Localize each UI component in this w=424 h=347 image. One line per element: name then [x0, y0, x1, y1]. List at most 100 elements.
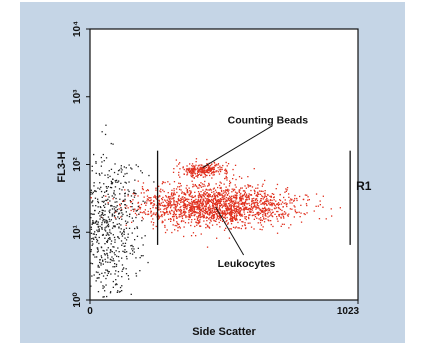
event-dot [155, 212, 157, 214]
event-dot [90, 228, 93, 230]
event-dot [242, 221, 244, 223]
event-dot [95, 271, 98, 273]
event-dot [185, 216, 187, 219]
event-dot [220, 186, 222, 189]
event-dot [215, 183, 217, 185]
event-dot [211, 217, 213, 219]
event-dot [230, 207, 232, 209]
event-dot [252, 202, 255, 204]
event-dot [201, 166, 203, 168]
event-dot [122, 242, 124, 245]
event-dot [184, 207, 186, 209]
event-dot [191, 219, 193, 221]
event-dot [181, 212, 183, 214]
event-dot [236, 205, 238, 207]
event-dot [194, 166, 196, 168]
event-dot [194, 168, 196, 170]
event-dot [162, 221, 164, 223]
event-dot [192, 166, 194, 168]
event-dot [155, 214, 157, 216]
event-dot [204, 190, 206, 193]
event-dot [91, 222, 94, 224]
event-dot [276, 232, 279, 234]
event-dot [114, 180, 116, 182]
event-dot [152, 206, 154, 209]
event-dot [216, 204, 218, 206]
event-dot [109, 220, 111, 222]
event-dot [226, 200, 228, 202]
event-dot [146, 202, 148, 204]
event-dot [180, 213, 182, 215]
event-dot [208, 227, 211, 229]
event-dot [166, 211, 169, 213]
event-dot [191, 209, 193, 211]
event-dot [101, 222, 103, 224]
event-dot [111, 227, 114, 229]
event-dot [167, 204, 169, 207]
event-dot [95, 162, 97, 164]
event-dot [108, 218, 110, 220]
event-dot [239, 197, 241, 199]
event-dot [106, 220, 108, 222]
event-dot [154, 196, 156, 198]
event-dot [211, 177, 213, 179]
event-dot [244, 196, 247, 198]
event-dot [319, 204, 321, 206]
event-dot [215, 200, 218, 202]
event-dot [245, 199, 247, 201]
event-dot [223, 183, 225, 185]
event-dot [213, 207, 215, 209]
event-dot [196, 219, 199, 221]
event-dot [193, 201, 195, 203]
event-dot [202, 202, 204, 204]
event-dot [260, 198, 263, 200]
event-dot [137, 195, 139, 197]
event-dot [183, 209, 185, 211]
event-dot [117, 247, 119, 249]
event-dot [136, 226, 138, 228]
event-dot [254, 190, 256, 192]
event-dot [226, 170, 228, 173]
event-dot [258, 213, 260, 215]
event-dot [281, 223, 284, 225]
event-dot [221, 215, 223, 217]
event-dot [102, 220, 104, 222]
event-dot [100, 156, 102, 159]
event-dot [233, 217, 235, 219]
event-dot [224, 195, 226, 197]
event-dot [184, 205, 186, 207]
event-dot [199, 209, 201, 211]
event-dot [224, 204, 226, 206]
event-dot [102, 287, 104, 289]
event-dot [174, 205, 176, 207]
event-dot [194, 206, 196, 208]
event-dot [131, 248, 133, 250]
event-dot [97, 206, 99, 208]
event-dot [225, 196, 227, 199]
event-dot [235, 226, 237, 228]
event-dot [164, 204, 166, 206]
event-dot [232, 195, 235, 197]
event-dot [194, 218, 196, 220]
event-dot [93, 182, 95, 184]
event-dot [118, 217, 120, 220]
event-dot [102, 296, 104, 298]
event-dot [285, 212, 287, 214]
event-dot [146, 195, 149, 197]
event-dot [112, 280, 114, 283]
event-dot [201, 201, 203, 203]
event-dot [175, 206, 177, 208]
event-dot [249, 204, 251, 206]
event-dot [227, 197, 229, 199]
event-dot [282, 212, 284, 215]
event-dot [153, 200, 155, 202]
event-dot [213, 211, 215, 213]
event-dot [140, 192, 142, 194]
event-dot [246, 203, 248, 205]
event-dot [160, 214, 163, 216]
event-dot [171, 210, 173, 212]
event-dot [203, 216, 205, 219]
event-dot [268, 209, 271, 211]
event-dot [227, 206, 229, 209]
event-dot [284, 199, 286, 201]
